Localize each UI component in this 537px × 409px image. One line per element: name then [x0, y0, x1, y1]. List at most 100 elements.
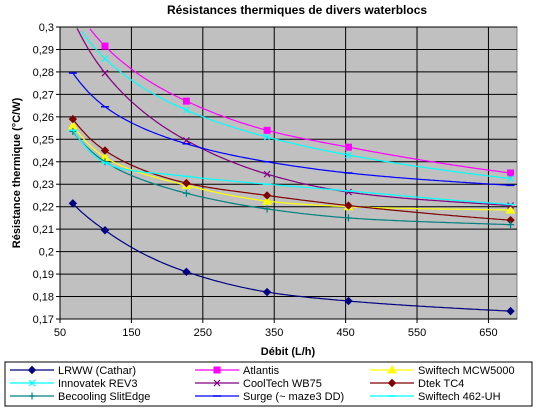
series-line	[72, 129, 511, 205]
legend-entry: LRWW (Cathar)	[10, 365, 136, 377]
data-point	[182, 178, 191, 188]
x-tick-label: 150	[122, 327, 140, 339]
x-tick-label: 650	[479, 327, 497, 339]
y-axis-label: Résistance thermique (°C/W)	[11, 97, 23, 248]
y-axis-ticks: 0,17 0,18 0,19 0,2 0,21 0,22 0,23 0,24 0,25 0,26 0…	[33, 22, 60, 326]
data-point	[182, 189, 190, 197]
series-7	[68, 72, 515, 187]
data-point	[263, 133, 271, 141]
x-tick-label: 450	[336, 327, 354, 339]
legend-label: Swiftech 462-UH	[418, 391, 501, 403]
y-tick-label: 0,23	[33, 179, 54, 191]
plot-area	[59, 26, 518, 320]
legend-entry: Swiftech 462-UH	[370, 391, 501, 403]
data-point	[506, 306, 515, 316]
y-tick-label: 0,2	[39, 247, 54, 259]
data-point	[100, 146, 110, 155]
series-line	[72, 202, 511, 312]
series-line	[76, 28, 511, 207]
legend-entry: Surge (~ maze3 DD)	[195, 391, 344, 403]
y-tick-label: 0,22	[33, 202, 54, 214]
series-line	[72, 131, 511, 226]
x-tick-label: 550	[408, 327, 426, 339]
y-tick-label: 0,28	[33, 67, 54, 79]
legend-label: LRWW (Cathar)	[58, 365, 136, 377]
data-point	[262, 287, 272, 297]
data-point	[505, 205, 516, 214]
data-point	[263, 126, 271, 134]
series-line	[72, 118, 511, 221]
y-tick-label: 0,19	[33, 269, 54, 281]
data-point	[262, 196, 272, 205]
data-point	[507, 175, 514, 183]
series-line	[89, 28, 511, 174]
legend-entry: Becooling SlitEdge	[10, 391, 150, 403]
legend-label: CoolTech WB75	[243, 378, 322, 390]
data-point	[182, 106, 190, 114]
data-point	[344, 201, 353, 210]
legend-label: Atlantis	[243, 365, 280, 377]
data-point	[344, 296, 353, 306]
data-point	[262, 191, 272, 200]
legend-marker	[387, 364, 397, 374]
legend-items: LRWW (Cathar) Atlantis Swiftech MCW5000 Inn…	[10, 364, 515, 403]
series-0	[68, 199, 515, 316]
legend-marker	[28, 392, 36, 400]
y-tick-label: 0,26	[33, 112, 54, 124]
data-point	[344, 143, 352, 151]
y-tick-label: 0,17	[33, 314, 54, 326]
data-point	[345, 151, 352, 159]
legend-entry: Swiftech MCW5000	[370, 364, 515, 377]
legend	[4, 361, 533, 407]
series-3	[80, 30, 514, 183]
legend-marker	[213, 379, 221, 387]
data-point	[182, 267, 191, 277]
series-8	[68, 129, 515, 206]
legend-marker	[28, 379, 36, 387]
legend-marker	[387, 378, 397, 388]
series-line	[80, 30, 511, 180]
legend-label: Innovatek REV3	[58, 378, 138, 390]
chart-title: Résistances thermiques de divers waterbl…	[167, 3, 427, 17]
y-tick-label: 0,27	[33, 89, 54, 101]
data-point	[101, 42, 109, 50]
y-tick-label: 0,24	[33, 157, 54, 169]
data-point	[68, 199, 78, 208]
data-point	[507, 169, 515, 177]
series-5	[68, 114, 515, 225]
data-point	[68, 114, 78, 124]
data-point	[101, 69, 109, 77]
legend-label: Dtek TC4	[418, 378, 464, 390]
legend-label: Becooling SlitEdge	[58, 391, 150, 403]
data-point	[263, 170, 271, 178]
data-point	[507, 202, 514, 209]
x-axis-ticks: 50 150 250 350 450 550 650	[54, 319, 498, 339]
data-point	[69, 127, 77, 135]
y-tick-label: 0,29	[33, 44, 54, 56]
data-point	[182, 97, 190, 105]
series-lines	[67, 28, 516, 316]
legend-entry: Innovatek REV3	[10, 378, 138, 390]
x-tick-label: 350	[265, 327, 283, 339]
data-point	[182, 137, 190, 144]
legend-entry: Atlantis	[195, 365, 280, 377]
legend-entry: CoolTech WB75	[195, 378, 322, 390]
legend-marker	[213, 366, 221, 374]
series-line	[72, 125, 511, 211]
data-point	[100, 226, 110, 235]
legend-marker	[27, 365, 37, 375]
y-tick-label: 0,3	[39, 22, 54, 34]
data-point	[263, 205, 271, 213]
data-point	[101, 55, 109, 62]
series-line	[72, 72, 511, 186]
series-4	[76, 28, 514, 209]
x-tick-label: 250	[194, 327, 212, 339]
legend-label: Surge (~ maze3 DD)	[243, 391, 344, 403]
data-point	[344, 214, 352, 222]
data-point	[345, 188, 352, 196]
legend-label: Swiftech MCW5000	[418, 365, 515, 377]
y-tick-label: 0,25	[33, 134, 54, 146]
data-point	[507, 221, 515, 229]
